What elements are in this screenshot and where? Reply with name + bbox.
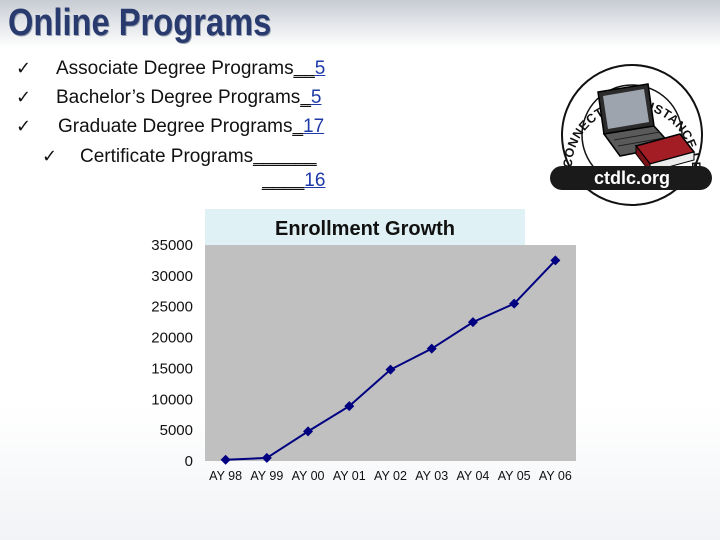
list-item: ✓ Bachelor’s Degree Programs_5 [16,87,346,113]
plot-area [205,245,576,461]
laptop-icon [597,83,674,157]
x-tick-label: AY 98 [209,469,242,483]
list-item: ✓ Graduate Degree Programs_17 [16,116,346,142]
series-layer [220,255,561,465]
x-tick-label: AY 99 [250,469,283,483]
data-point [550,255,561,266]
y-tick-label: 10000 [151,391,193,408]
x-axis: AY 98 AY 99 AY 00 AY 01 AY 02 AY 03 AY 04 AY 05… [209,469,572,483]
x-tick-label: AY 06 [539,469,572,483]
y-tick-label: 20000 [151,330,193,347]
program-blank: _ [292,116,304,137]
program-blank: __ [293,58,315,79]
x-tick-label: AY 00 [292,469,325,483]
x-tick-label: AY 02 [374,469,407,483]
chart-title-box [205,209,525,245]
list-item: ✓ Associate Degree Programs__5 [16,58,346,84]
y-tick-label: 5000 [160,422,193,439]
data-point [261,452,272,463]
x-tick-label: AY 03 [415,469,448,483]
program-blank: ______ [253,146,317,167]
program-label: Bachelor’s Degree Programs [56,87,301,108]
y-tick-label: 30000 [151,268,193,285]
y-tick-label: 25000 [151,299,193,316]
data-point [385,364,396,375]
x-tick-label: AY 04 [456,469,489,483]
enrollment-chart: Enrollment Growth 0 5000 10000 15000 20000 25… [151,209,576,483]
y-tick-label: 15000 [151,360,193,377]
ctdlc-logo: CONNECTICUT DISTANCE LEARNING CONSORTIUM… [544,50,712,206]
program-count: 5 [310,87,322,108]
list-item: ✓ Certificate Programs______ [42,146,342,172]
checkmark-icon: ✓ [16,58,32,79]
checkmark-icon: ✓ [16,87,32,108]
program-list: ✓ Associate Degree Programs__5 ✓ Bachelo… [0,56,360,206]
program-blank: _ [300,87,311,108]
x-tick-label: AY 05 [498,469,531,483]
program-blank: ____ [262,170,305,191]
list-item-continuation: ____16 [262,170,352,196]
program-label: Associate Degree Programs [56,58,294,79]
data-point [467,317,478,328]
data-point [426,343,437,354]
program-count: 5 [314,58,326,79]
program-count: 17 [303,116,325,137]
x-tick-label: AY 01 [333,469,366,483]
checkmark-icon: ✓ [16,116,32,137]
data-point [509,298,520,309]
data-point [220,454,231,465]
data-point [303,426,314,437]
y-axis: 0 5000 10000 15000 20000 25000 30000 35000 [151,237,193,470]
program-count: 16 [304,170,326,191]
chart-title: Enrollment Growth [275,218,455,240]
program-label: Graduate Degree Programs [58,116,293,137]
checkmark-icon: ✓ [42,146,58,167]
logo-url-text: ctdlc.org [594,168,670,188]
title-band [0,0,720,48]
data-point [344,401,355,412]
y-tick-label: 35000 [151,237,193,254]
y-tick-label: 0 [185,453,193,470]
program-label: Certificate Programs [80,146,254,167]
slide-title: Online Programs [8,2,272,44]
